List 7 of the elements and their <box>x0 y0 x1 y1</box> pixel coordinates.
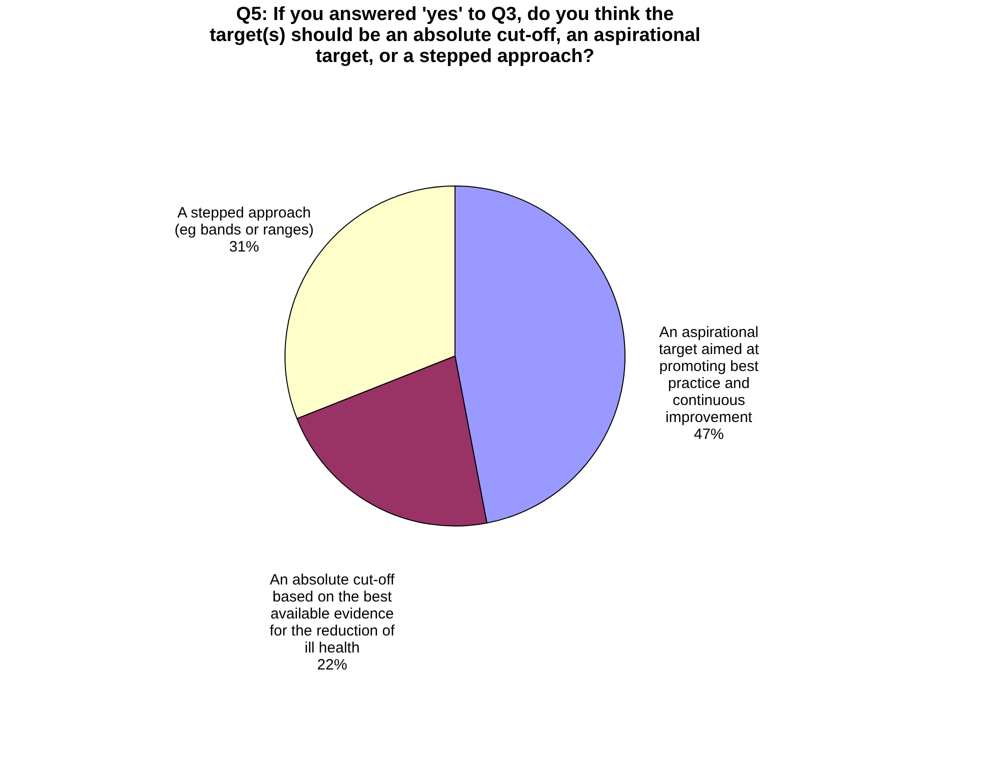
slice-label: A stepped approach (eg bands or ranges) <box>174 204 314 239</box>
slice-label: An aspirational target aimed at promoting best practice and continuous improvement <box>658 324 760 426</box>
data-label: 22% <box>317 656 348 674</box>
data-label: 47% <box>694 426 724 443</box>
data-label: 31% <box>229 238 260 256</box>
slice-label: An absolute cut-off based on the best available evidence for the reduction of ill health <box>270 571 396 656</box>
chart-title: Q5: If you answered 'yes' to Q3, do you think the target(s) should be an absolute cut-off, an aspirational target, or a stepped approach? <box>210 4 700 67</box>
